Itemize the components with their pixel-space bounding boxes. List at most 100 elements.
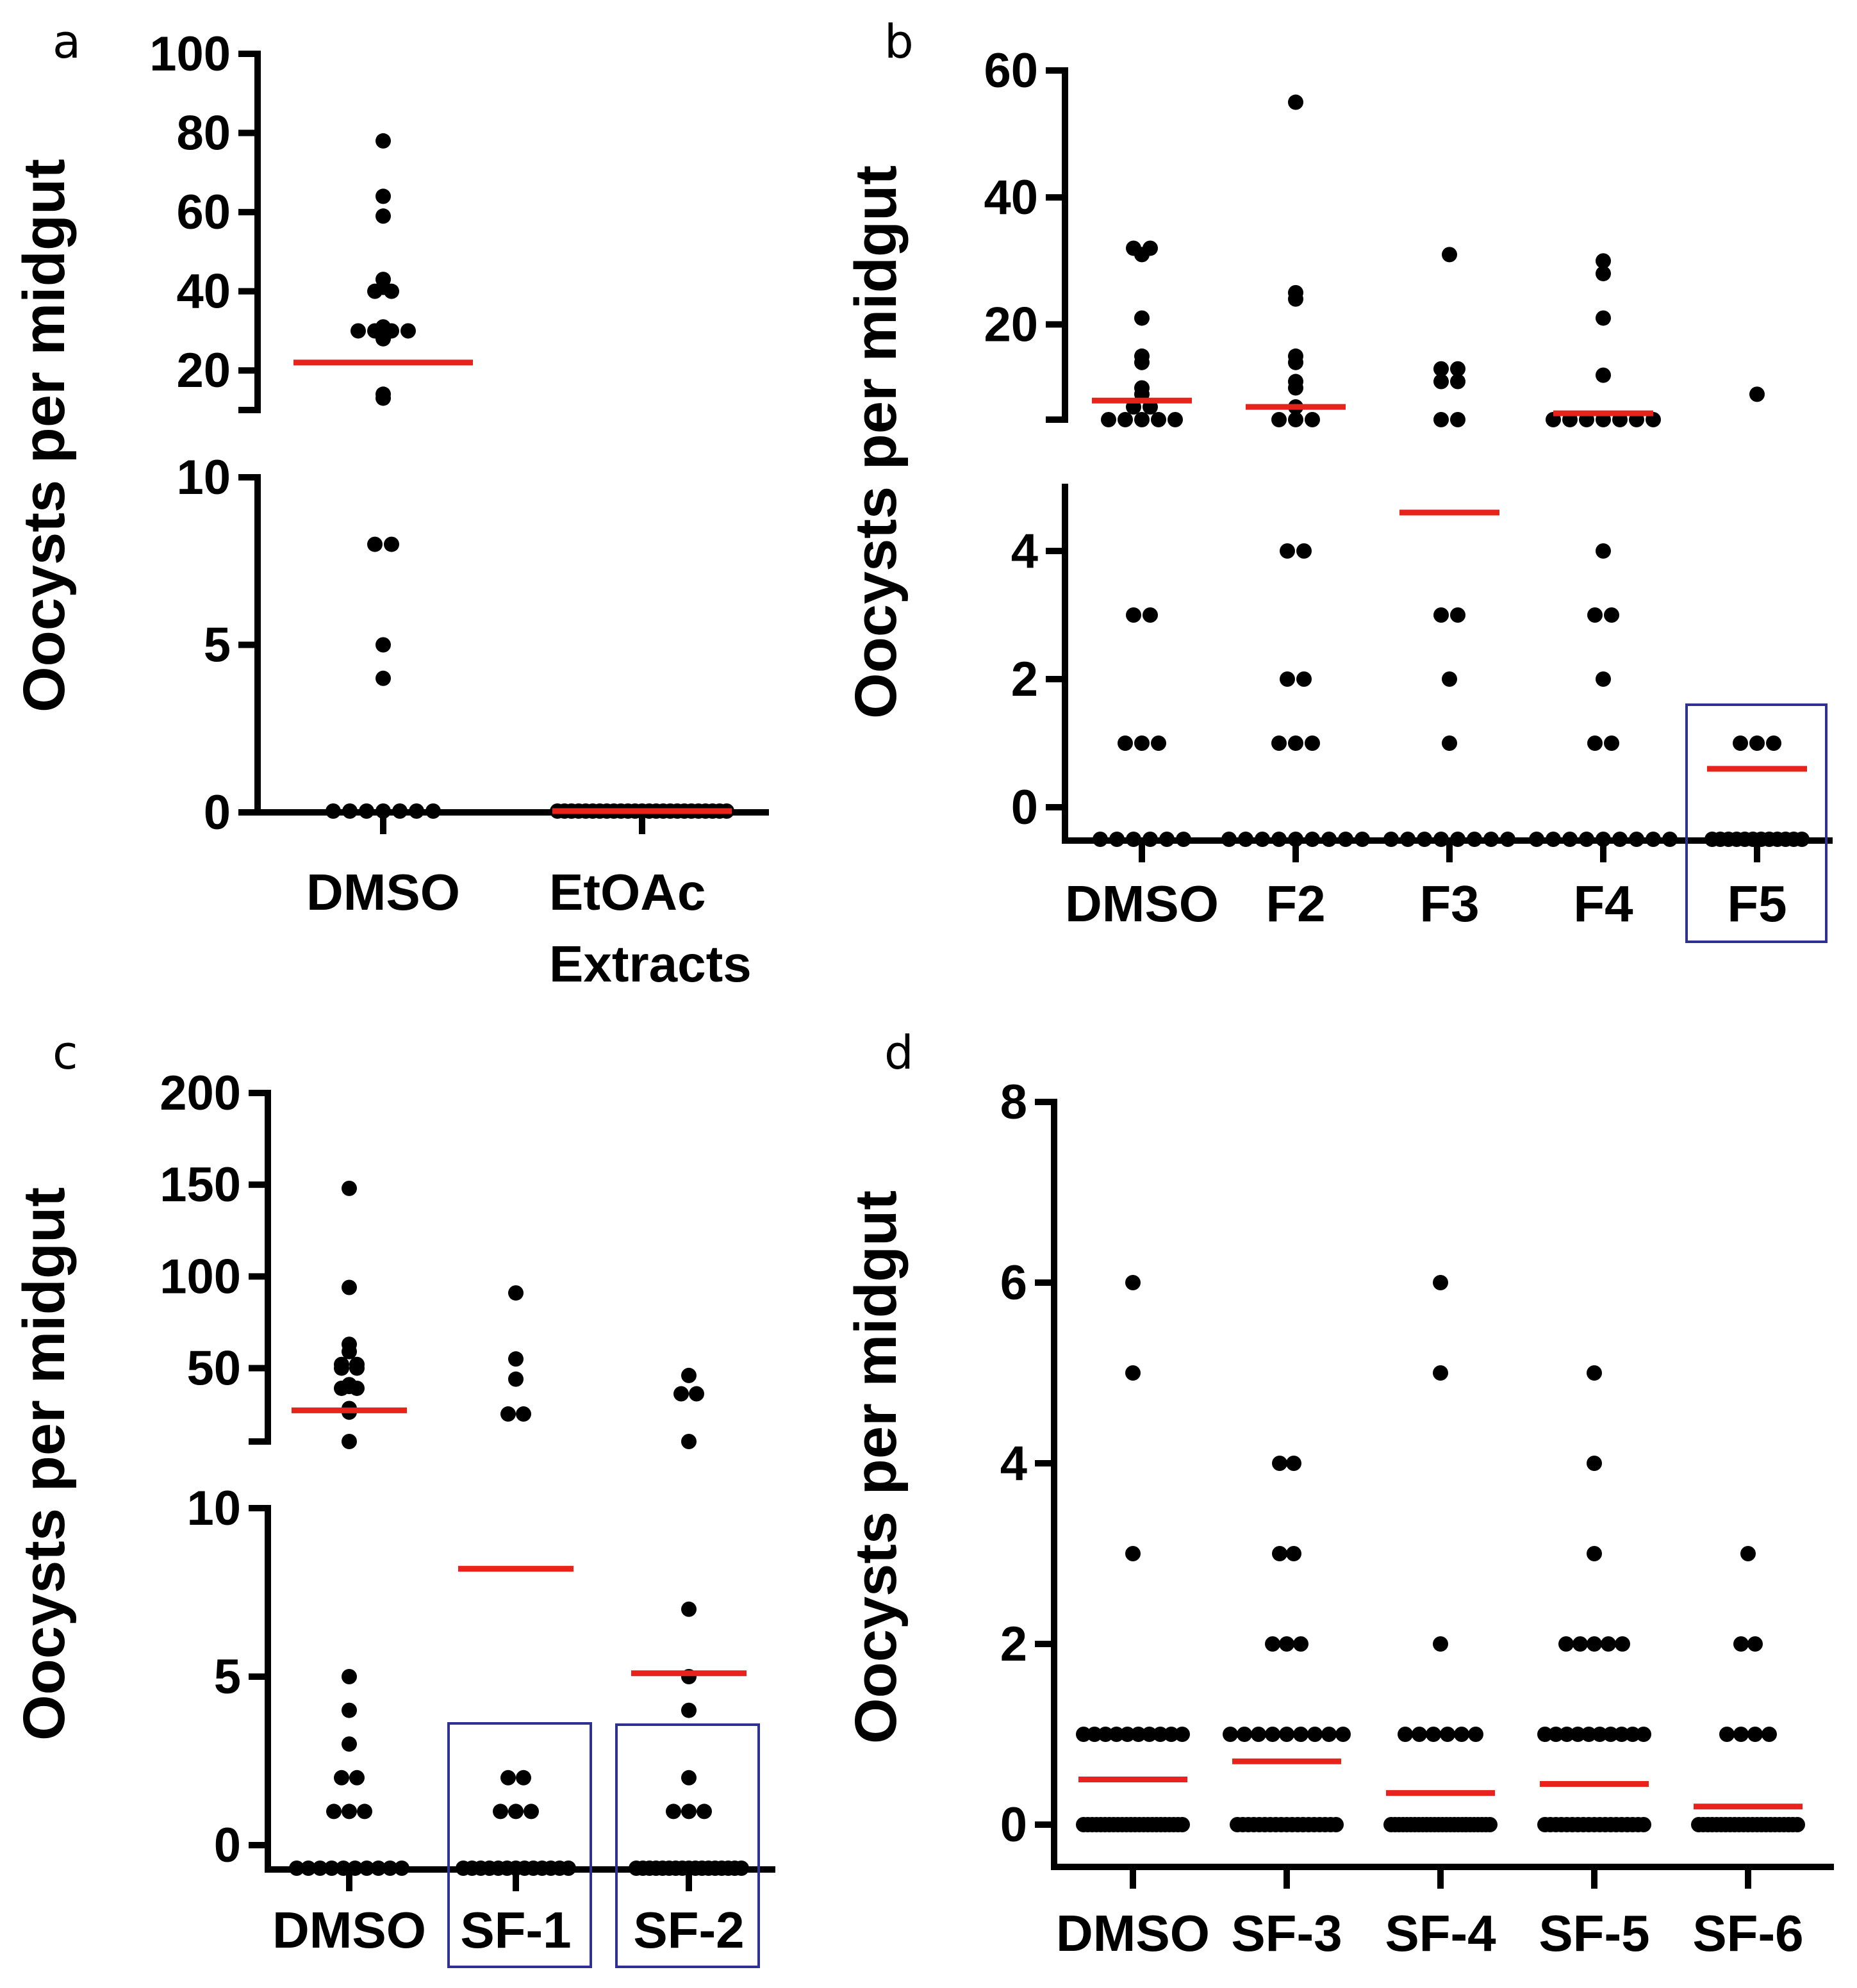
data-point <box>1134 380 1150 396</box>
data-point <box>1433 1636 1448 1652</box>
data-point <box>1238 832 1253 847</box>
x-tick-label: SF-6 <box>1692 1905 1803 1962</box>
x-tick-label: SF-4 <box>1385 1905 1496 1962</box>
y-tick-label: 20 <box>176 343 231 398</box>
y-tick-label: 20 <box>984 297 1038 352</box>
y-tick-label: 200 <box>160 1066 241 1121</box>
data-point <box>1305 832 1320 847</box>
data-point <box>1433 607 1449 623</box>
data-point <box>1601 1636 1616 1652</box>
data-point <box>1612 832 1628 847</box>
data-point <box>1624 1727 1640 1742</box>
data-point <box>1604 607 1619 623</box>
data-point <box>1288 348 1303 364</box>
data-point <box>681 1434 697 1449</box>
data-point <box>1450 412 1465 427</box>
data-point <box>1442 735 1457 751</box>
data-point <box>342 1702 357 1718</box>
data-point <box>1265 1727 1280 1742</box>
data-point <box>1603 1727 1619 1742</box>
data-point <box>689 1386 704 1402</box>
data-point <box>370 1861 386 1876</box>
data-point <box>326 803 341 819</box>
data-point <box>324 1861 340 1876</box>
data-point <box>1572 1636 1588 1652</box>
data-point <box>1126 607 1141 623</box>
data-point <box>1546 832 1561 847</box>
data-point <box>1719 1727 1735 1742</box>
x-tick-label: SF-1 <box>460 1902 571 1959</box>
data-point <box>1433 374 1449 390</box>
data-point <box>289 1861 304 1876</box>
data-point <box>376 637 391 653</box>
data-point <box>1766 735 1781 751</box>
data-point <box>1143 832 1158 847</box>
data-point <box>1587 735 1603 751</box>
data-point <box>1500 832 1515 847</box>
data-point <box>1255 832 1270 847</box>
data-point <box>1237 1727 1252 1742</box>
highlight-box <box>615 1723 760 1968</box>
data-point <box>1175 1817 1190 1832</box>
data-point <box>334 1356 349 1372</box>
y-tick-label: 10 <box>176 450 231 505</box>
data-point <box>1548 1727 1564 1742</box>
data-point <box>1468 1727 1483 1742</box>
panel-letter: c <box>53 1026 78 1080</box>
data-point <box>666 1803 681 1820</box>
data-point <box>1176 832 1191 847</box>
y-tick-label: 2 <box>1011 652 1038 707</box>
data-point <box>1762 1727 1777 1742</box>
data-point <box>1271 735 1287 751</box>
data-point <box>326 1803 342 1820</box>
data-point <box>1646 832 1661 847</box>
data-point <box>1733 1636 1749 1652</box>
data-point <box>1450 374 1465 390</box>
data-point <box>1587 1365 1602 1381</box>
data-point <box>1529 832 1544 847</box>
x-tick-label: DMSO <box>1065 875 1219 932</box>
data-point <box>1087 1727 1103 1742</box>
data-point <box>1433 1365 1448 1381</box>
y-tick-label: 4 <box>1000 1436 1027 1491</box>
panel-letter: d <box>884 1026 914 1080</box>
data-point <box>1118 735 1133 751</box>
data-point <box>1749 386 1765 402</box>
panel-letter: a <box>53 15 81 69</box>
data-point <box>1288 735 1303 751</box>
data-point <box>342 1736 357 1752</box>
data-point <box>1592 1727 1608 1742</box>
data-point <box>561 1861 576 1876</box>
data-point <box>1126 240 1141 256</box>
y-tick-label: 6 <box>1000 1256 1027 1310</box>
data-point <box>1093 832 1108 847</box>
panel-a: a Oocysts per midgut 100 80 60 40 20 10 5 0 DMSO Et… <box>12 15 769 992</box>
data-point <box>1251 1727 1266 1742</box>
data-point <box>1098 1727 1114 1742</box>
data-point <box>1596 832 1611 847</box>
data-point <box>1143 607 1158 623</box>
data-point <box>394 1861 409 1876</box>
data-point <box>1587 1546 1602 1561</box>
data-point <box>1109 832 1125 847</box>
data-point <box>1163 1727 1179 1742</box>
data-point <box>409 803 424 819</box>
data-point <box>382 1861 398 1876</box>
data-point <box>342 1180 357 1196</box>
y-tick-label: 0 <box>204 785 231 840</box>
x-tick-label: SF-2 <box>633 1902 744 1959</box>
y-tick-label: 60 <box>176 185 231 240</box>
data-point <box>1125 1365 1141 1381</box>
data-point <box>508 1285 524 1301</box>
data-point <box>1433 832 1449 847</box>
panel-letter: b <box>884 15 914 69</box>
data-point <box>1296 543 1312 559</box>
data-point <box>1134 348 1150 364</box>
data-point <box>508 1351 524 1367</box>
y-tick-label: 60 <box>984 44 1038 98</box>
data-point <box>508 1371 524 1387</box>
x-tick-label: F3 <box>1419 875 1479 932</box>
data-point <box>1221 832 1237 847</box>
data-point <box>1272 1546 1287 1561</box>
